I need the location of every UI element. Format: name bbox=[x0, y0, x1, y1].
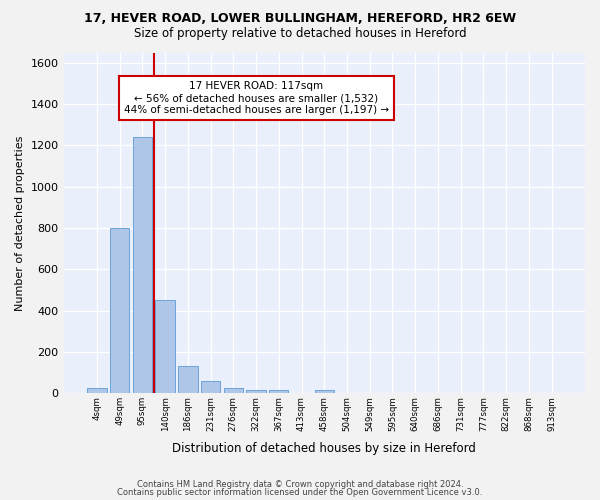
Bar bbox=[133, 137, 152, 393]
Text: Contains public sector information licensed under the Open Government Licence v3: Contains public sector information licen… bbox=[118, 488, 482, 497]
Bar bbox=[247, 390, 266, 393]
Bar bbox=[178, 366, 197, 393]
Text: 17, HEVER ROAD, LOWER BULLINGHAM, HEREFORD, HR2 6EW: 17, HEVER ROAD, LOWER BULLINGHAM, HEREFO… bbox=[84, 12, 516, 26]
Y-axis label: Number of detached properties: Number of detached properties bbox=[15, 135, 25, 310]
Bar bbox=[87, 388, 107, 393]
Bar bbox=[155, 300, 175, 393]
Bar bbox=[269, 390, 289, 393]
Bar bbox=[224, 388, 243, 393]
Bar bbox=[201, 381, 220, 393]
Text: Size of property relative to detached houses in Hereford: Size of property relative to detached ho… bbox=[134, 28, 466, 40]
Bar bbox=[110, 228, 130, 393]
Bar bbox=[314, 390, 334, 393]
X-axis label: Distribution of detached houses by size in Hereford: Distribution of detached houses by size … bbox=[172, 442, 476, 455]
Text: 17 HEVER ROAD: 117sqm
← 56% of detached houses are smaller (1,532)
44% of semi-d: 17 HEVER ROAD: 117sqm ← 56% of detached … bbox=[124, 82, 389, 114]
Text: Contains HM Land Registry data © Crown copyright and database right 2024.: Contains HM Land Registry data © Crown c… bbox=[137, 480, 463, 489]
